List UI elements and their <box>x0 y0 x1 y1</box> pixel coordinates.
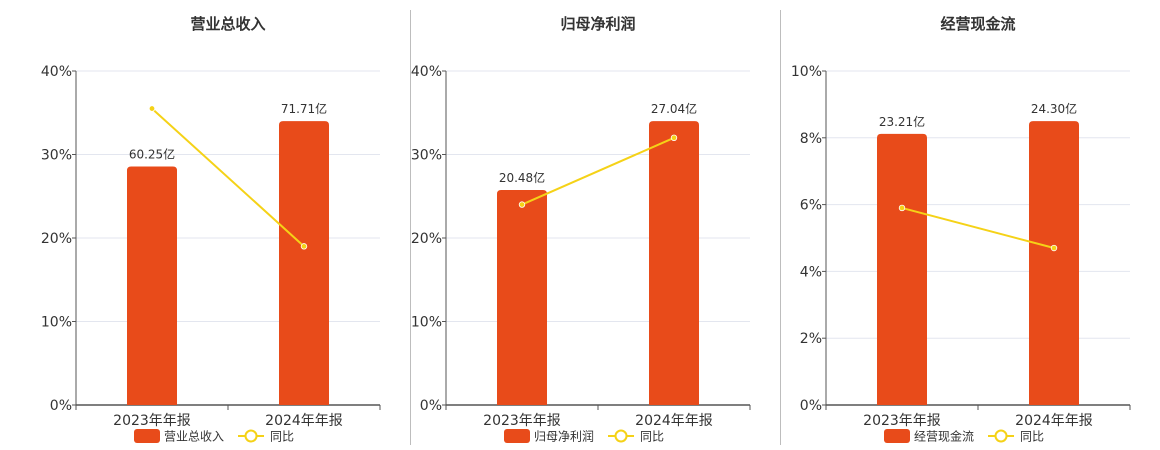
legend-label-bar: 营业总收入 <box>164 430 224 444</box>
chart-panel-3: 经营现金流 0% 2% 4% 6% 8% 10% 23.21亿 24.30亿 2023年年报 202… <box>791 15 1131 444</box>
y-tick-label: 4% <box>800 264 822 280</box>
chart-title: 营业总收入 <box>190 15 265 33</box>
bar-2 <box>1029 121 1079 405</box>
bar-2 <box>649 121 699 405</box>
y-tick-label: 20% <box>41 231 72 247</box>
bar-1 <box>497 189 547 405</box>
yoy-point-2 <box>670 134 678 141</box>
bar-value-label: 20.48亿 <box>499 170 545 185</box>
x-tick-label: 2023年年报 <box>113 413 191 429</box>
x-tick-label: 2024年年报 <box>1015 413 1093 429</box>
legend-marker-line <box>614 429 628 443</box>
legend-label-bar: 经营现金流 <box>914 429 974 444</box>
y-tick-label: 30% <box>41 148 72 164</box>
bar-value-label: 23.21亿 <box>879 114 925 129</box>
bar-value-label: 60.25亿 <box>129 146 175 161</box>
legend-label-line: 同比 <box>270 430 294 444</box>
yoy-point-2 <box>300 243 308 250</box>
chart-title: 归母净利润 <box>560 15 635 33</box>
legend-label-line: 同比 <box>1020 430 1044 444</box>
panel-divider <box>410 10 411 445</box>
bar-1 <box>877 133 927 406</box>
legend-marker-line <box>994 429 1008 443</box>
legend-swatch-bar <box>134 429 160 443</box>
panel-divider <box>780 10 781 445</box>
y-tick-label: 2% <box>800 331 822 347</box>
y-tick-label: 0% <box>800 398 822 414</box>
y-tick-label: 10% <box>41 315 72 331</box>
y-tick-label: 10% <box>411 315 442 331</box>
yoy-point-1 <box>518 201 526 208</box>
y-tick-label: 20% <box>411 231 442 247</box>
yoy-point-1 <box>148 105 156 112</box>
yoy-line <box>151 107 305 248</box>
bar-value-label: 27.04亿 <box>651 101 697 116</box>
x-tick-label: 2024年年报 <box>265 413 343 429</box>
y-tick-label: 10% <box>791 64 822 80</box>
y-tick-label: 40% <box>41 64 72 80</box>
bar-value-label: 71.71亿 <box>281 101 327 116</box>
yoy-point-1 <box>898 204 906 212</box>
chart-panel-1: 营业总收入 0% 10% 20% 30% 40% 60.25亿 71.71亿 2023年年报 20… <box>41 15 381 444</box>
legend-swatch-bar <box>504 429 530 443</box>
yoy-line <box>901 206 1055 249</box>
x-tick-label: 2023年年报 <box>483 413 561 429</box>
chart-panel-2: 归母净利润 0% 10% 20% 30% 40% 20.48亿 27.04亿 2023年年报 20… <box>411 15 751 444</box>
yoy-point-2 <box>1050 244 1058 252</box>
chart-title: 经营现金流 <box>940 15 1015 33</box>
legend-label-bar: 归母净利润 <box>534 430 594 444</box>
y-tick-label: 8% <box>800 131 822 147</box>
legend-swatch-bar <box>884 429 910 443</box>
yoy-line <box>521 136 675 206</box>
y-tick-label: 6% <box>800 198 822 214</box>
bar-1 <box>127 166 177 405</box>
legend-label-line: 同比 <box>640 430 664 444</box>
bar-value-label: 24.30亿 <box>1031 101 1077 116</box>
x-tick-label: 2023年年报 <box>863 413 941 429</box>
bar-2 <box>279 121 329 405</box>
legend-marker-line <box>244 429 258 443</box>
y-tick-label: 0% <box>50 398 72 414</box>
y-tick-label: 0% <box>420 398 442 414</box>
y-tick-label: 40% <box>411 64 442 80</box>
y-tick-label: 30% <box>411 148 442 164</box>
x-tick-label: 2024年年报 <box>635 413 713 429</box>
